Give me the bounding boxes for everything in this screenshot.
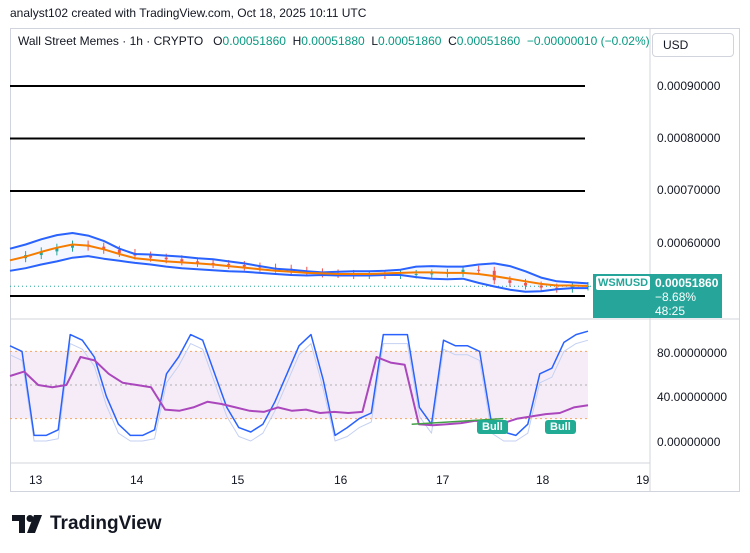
bollinger-lower-line xyxy=(9,255,588,293)
osc-tick-label: 40.00000000 xyxy=(657,390,728,404)
candle-body xyxy=(242,265,246,267)
candle-body xyxy=(555,287,559,289)
tradingview-logo-icon xyxy=(12,515,42,533)
time-tick-label: 19 xyxy=(636,473,650,487)
bullish-divergence-line xyxy=(411,417,504,425)
change-value: −0.00000010 (−0.02%) xyxy=(526,34,650,48)
time-tick-label: 18 xyxy=(536,473,550,487)
open-value: 0.00051860 xyxy=(222,34,286,48)
symbol-legend: Wall Street Memes · 1h · CRYPTO O0.00051… xyxy=(18,34,650,48)
candle-body xyxy=(461,269,465,273)
price-tag-price: 0.00051860 xyxy=(655,276,719,290)
low-label: L xyxy=(371,34,379,48)
candle-body xyxy=(39,251,43,256)
candle-body xyxy=(117,249,121,253)
bollinger-basis-line xyxy=(9,243,589,287)
price-tag-change: −8.68% xyxy=(655,290,697,304)
time-tick-label: 15 xyxy=(231,473,245,487)
osc-tick-label: 80.00000000 xyxy=(657,346,728,360)
candle-body xyxy=(430,273,434,275)
price-pane xyxy=(9,85,592,297)
time-tick-label: 14 xyxy=(130,473,144,487)
candle-body xyxy=(180,259,184,262)
candle-body xyxy=(477,269,481,271)
open-label: O xyxy=(213,34,223,48)
bull-signal-label: Bull xyxy=(477,420,508,434)
candle-body xyxy=(227,263,231,266)
chart-attribution: analyst102 created with TradingView.com,… xyxy=(10,6,367,20)
candle-body xyxy=(539,285,543,288)
currency-button[interactable]: USD xyxy=(652,33,734,57)
candle-body xyxy=(195,261,199,263)
candle-body xyxy=(70,244,74,248)
candle-body xyxy=(102,246,106,250)
price-tag-symbol: WSMUSD xyxy=(596,276,651,290)
price-tick-label: 0.00060000 xyxy=(657,236,721,250)
bull-signal-label: Bull xyxy=(545,420,576,434)
candle-body xyxy=(164,257,168,260)
bollinger-band-fill xyxy=(10,233,588,292)
time-tick-label: 16 xyxy=(334,473,348,487)
low-value: 0.00051860 xyxy=(378,34,442,48)
osc-tick-label: 0.00000000 xyxy=(657,435,721,449)
candle-body xyxy=(414,273,418,275)
candle-body xyxy=(508,280,512,283)
high-value: 0.00051880 xyxy=(301,34,365,48)
symbol-name: Wall Street Memes · 1h · CRYPTO xyxy=(18,34,204,48)
candle-body xyxy=(586,286,590,288)
tradingview-logo-text: TradingView xyxy=(50,513,162,534)
tradingview-logo[interactable]: TradingView xyxy=(12,513,162,535)
candle-body xyxy=(149,255,153,258)
price-tick-label: 0.00070000 xyxy=(657,183,721,197)
time-tick-label: 13 xyxy=(29,473,43,487)
close-label: C xyxy=(448,34,457,48)
chart-panel[interactable] xyxy=(10,28,740,492)
close-value: 0.00051860 xyxy=(456,34,521,48)
price-tag-countdown: 48:25 xyxy=(655,304,686,318)
time-tick-label: 17 xyxy=(436,473,450,487)
bollinger-upper-line xyxy=(9,232,589,285)
price-tick-label: 0.00080000 xyxy=(657,131,721,145)
candle-body xyxy=(524,282,528,286)
last-price-tag: WSMUSD 0.00051860 −8.68% 48:25 xyxy=(593,274,722,318)
high-label: H xyxy=(292,34,302,48)
candle-body xyxy=(55,247,59,252)
candle-body xyxy=(258,266,262,268)
candle-body xyxy=(211,262,215,264)
price-tick-label: 0.00090000 xyxy=(657,79,721,93)
